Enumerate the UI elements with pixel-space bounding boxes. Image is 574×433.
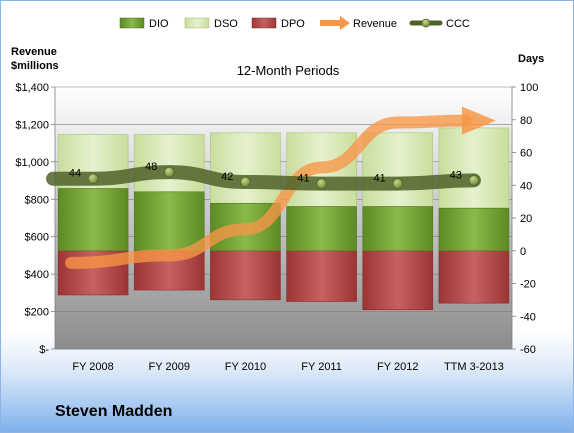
right-tick-label: 20 <box>520 213 532 225</box>
plot-area <box>55 87 512 349</box>
ccc-data-label: 43 <box>450 169 462 181</box>
ccc-data-label: 44 <box>69 168 81 180</box>
ccc-data-label: 41 <box>297 173 309 185</box>
bar-dpo <box>210 250 281 301</box>
category-label: FY 2009 <box>149 361 190 373</box>
left-tick-label: $1,400 <box>15 82 49 94</box>
legend-label-dso: DSO <box>214 18 238 30</box>
ccc-marker <box>163 166 175 178</box>
ccc-data-label: 41 <box>374 173 386 185</box>
left-tick-label: $- <box>39 344 49 356</box>
legend-item-ccc: CCC <box>409 18 470 30</box>
company-name: Steven Madden <box>55 403 173 420</box>
right-axis-ticks: -60 -40 -20 0 20 40 60 80 100 <box>512 82 538 356</box>
legend-label-dio: DIO <box>149 18 169 30</box>
legend: DIO DSO DPO Revenue CCC <box>119 16 470 30</box>
bar-dso <box>133 134 205 193</box>
legend-item-dso: DSO <box>184 17 238 30</box>
category-label: FY 2008 <box>72 361 113 373</box>
ccc-marker <box>392 178 404 190</box>
right-axis-title: Days <box>518 53 544 65</box>
bar-dio <box>362 206 434 252</box>
right-tick-label: -60 <box>520 344 536 356</box>
bar-dio <box>133 191 205 252</box>
left-tick-label: $600 <box>25 232 49 244</box>
legend-swatch-dpo <box>251 17 277 29</box>
left-axis-title-line1: Revenue <box>11 46 57 58</box>
right-tick-label: 80 <box>520 115 532 127</box>
category-label: FY 2010 <box>225 361 266 373</box>
legend-swatch-dso <box>184 17 210 29</box>
right-tick-label: 60 <box>520 148 532 160</box>
ccc-marker <box>468 174 480 186</box>
legend-label-ccc: CCC <box>446 18 470 30</box>
bar-dpo <box>286 250 357 302</box>
legend-marker-ccc <box>421 18 431 28</box>
legend-swatch-dio <box>119 17 145 29</box>
category-label: TTM 3-2013 <box>444 361 504 373</box>
legend-label-dpo: DPO <box>281 18 305 30</box>
left-tick-label: $1,200 <box>15 119 49 131</box>
bar-dpo <box>362 250 434 311</box>
ccc-marker <box>87 173 99 185</box>
revenue-arrowhead <box>461 106 496 135</box>
bar-dio <box>286 206 357 252</box>
ccc-data-label: 48 <box>145 161 157 173</box>
ccc-layer: 44 48 42 41 41 43 <box>46 161 481 191</box>
left-tick-label: $400 <box>25 269 49 281</box>
chart-title: 12-Month Periods <box>237 63 340 78</box>
legend-item-revenue: Revenue <box>320 16 397 30</box>
bar-dso <box>438 127 510 209</box>
right-tick-label: 0 <box>520 246 526 258</box>
category-label: FY 2011 <box>301 361 342 373</box>
legend-label-revenue: Revenue <box>353 18 397 30</box>
left-tick-label: $800 <box>25 194 49 206</box>
legend-swatch-revenue <box>320 16 350 30</box>
ccc-marker <box>316 178 327 190</box>
right-tick-label: -40 <box>520 311 536 323</box>
bar-dpo <box>438 250 510 304</box>
category-labels: FY 2008 FY 2009 FY 2010 FY 2011 FY 2012 TTM 3… <box>72 361 503 373</box>
left-tick-label: $200 <box>25 307 49 319</box>
left-axis-title-line2: $millions <box>11 60 59 72</box>
revenue-layer <box>65 106 496 269</box>
left-axis-ticks: $- $200 $400 $600 $800 $1,000 $1,200 $1,400 <box>15 82 55 356</box>
right-tick-label: -20 <box>520 279 536 291</box>
bar-dso <box>362 132 434 207</box>
ccc-marker <box>240 176 251 188</box>
right-tick-label: 40 <box>520 180 532 192</box>
category-label: FY 2012 <box>377 361 418 373</box>
bar-dso <box>210 132 281 204</box>
revenue-line <box>65 114 472 269</box>
legend-item-dio: DIO <box>119 17 169 30</box>
bar-dio <box>438 207 510 252</box>
bar-dio <box>57 188 129 252</box>
left-tick-label: $1,000 <box>15 157 49 169</box>
ccc-data-label: 42 <box>221 171 233 183</box>
right-tick-label: 100 <box>520 82 538 94</box>
legend-item-dpo: DPO <box>251 17 305 30</box>
